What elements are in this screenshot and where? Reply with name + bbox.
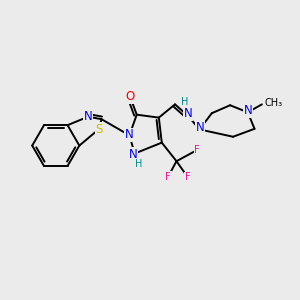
Text: H: H [135, 159, 143, 169]
Text: CH₃: CH₃ [264, 98, 282, 108]
Text: N: N [184, 107, 193, 120]
Text: N: N [124, 128, 133, 141]
Text: F: F [194, 145, 200, 155]
Text: O: O [125, 90, 135, 103]
Text: N: N [196, 121, 204, 134]
Text: H: H [181, 97, 188, 107]
Text: N: N [84, 110, 92, 123]
Text: F: F [185, 172, 191, 182]
Text: F: F [165, 172, 171, 182]
Text: N: N [129, 148, 138, 160]
Text: N: N [243, 104, 252, 117]
Text: S: S [95, 123, 103, 136]
